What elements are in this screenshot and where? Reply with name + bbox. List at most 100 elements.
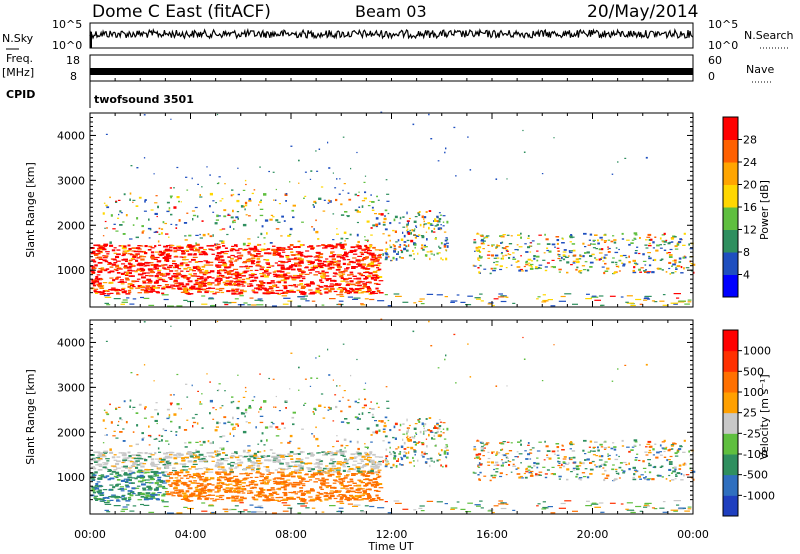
velocity-echo-cell (181, 459, 186, 462)
velocity-echo-cell (174, 477, 179, 479)
power-echo-cell (94, 254, 98, 256)
velocity-echo-cell (135, 460, 140, 462)
velocity-echo-cell (150, 471, 155, 473)
velocity-echo-cell (144, 406, 147, 408)
power-echo-cell (307, 263, 312, 265)
velocity-echo-cell (319, 460, 323, 463)
power-echo-cell (161, 232, 163, 235)
velocity-echo-cell (142, 487, 147, 489)
velocity-echo-cell (156, 498, 160, 501)
velocity-echo-cell (296, 483, 301, 486)
power-echo-cell (592, 254, 595, 256)
power-echo-cell (115, 277, 119, 279)
velocity-echo-cell (218, 389, 220, 391)
power-echo-cell (174, 276, 178, 279)
power-echo-cell (479, 293, 483, 295)
velocity-echo-cell (406, 456, 409, 459)
power-echo-cell (164, 256, 169, 259)
velocity-echo-cell (121, 495, 125, 498)
velocity-echo-cell (500, 443, 504, 445)
velocity-echo-cell (370, 499, 375, 502)
power-echo-cell (308, 269, 312, 271)
freq-bottom-tick: 8 (70, 70, 77, 83)
velocity-echo-cell (527, 444, 530, 446)
power-echo-cell (289, 265, 294, 268)
velocity-echo-cell (633, 473, 636, 476)
colorbar-tick-label: 24 (743, 156, 757, 169)
nsearch-top-tick: 10^5 (708, 18, 738, 31)
power-echo-cell (275, 292, 280, 294)
velocity-echo-cell (301, 498, 306, 500)
power-echo-cell (180, 270, 184, 272)
power-echo-cell (674, 261, 677, 264)
velocity-echo-cell (403, 454, 407, 458)
velocity-echo-cell (241, 485, 246, 487)
power-echo-cell (97, 251, 103, 253)
velocity-echo-cell (262, 479, 267, 481)
power-echo-cell (384, 258, 388, 261)
velocity-echo-cell (517, 467, 520, 470)
velocity-echo-cell (332, 420, 335, 422)
power-echo-cell (478, 249, 480, 251)
velocity-echo-cell (387, 419, 390, 422)
velocity-echo-cell (297, 447, 301, 450)
power-echo-cell (318, 285, 323, 288)
velocity-echo-cell (603, 463, 606, 466)
velocity-echo-cell (310, 455, 314, 457)
power-echo-cell (666, 252, 669, 255)
velocity-echo-cell (370, 434, 373, 436)
velocity-echo-cell (170, 420, 173, 423)
velocity-echo-cell (632, 478, 637, 481)
power-echo-cell (569, 235, 571, 238)
velocity-echo-cell (131, 471, 135, 474)
velocity-echo-cell (317, 452, 321, 454)
velocity-echo-cell (137, 480, 142, 483)
power-echo-cell (218, 261, 223, 263)
velocity-echo-cell (561, 445, 564, 447)
velocity-echo-cell (679, 445, 683, 448)
velocity-echo-cell (172, 467, 176, 470)
power-echo-cell (191, 258, 196, 261)
velocity-echo-cell (191, 452, 196, 454)
velocity-echo-cell (322, 454, 327, 456)
velocity-echo-cell (304, 402, 307, 404)
velocity-echo-cell (370, 401, 372, 403)
velocity-echo-cell (122, 428, 125, 430)
velocity-echo-cell (376, 474, 380, 476)
power-echo-cell (308, 293, 315, 295)
power-echo-cell (501, 241, 504, 244)
power-echo-cell (361, 266, 365, 269)
velocity-echo-cell (212, 500, 217, 502)
velocity-echo-cell (223, 476, 228, 478)
power-echo-cell (385, 252, 388, 256)
velocity-echo-cell (202, 440, 206, 444)
power-echo-cell (315, 230, 319, 234)
velocity-echo-cell (184, 466, 189, 468)
velocity-echo-cell (536, 457, 539, 459)
power-echo-cell (204, 269, 209, 272)
power-echo-cell (158, 250, 162, 253)
power-echo-cell (126, 297, 130, 299)
velocity-echo-cell (491, 461, 494, 464)
velocity-echo-cell (259, 421, 264, 424)
power-echo-cell (366, 275, 372, 277)
power-echo-cell (445, 249, 448, 251)
power-echo-cell (352, 290, 357, 292)
velocity-echo-cell (127, 460, 133, 462)
velocity-echo-cell (237, 400, 240, 403)
power-echo-cell (634, 264, 638, 266)
velocity-echo-cell (406, 427, 410, 429)
velocity-echo-cell (235, 495, 240, 497)
power-echo-cell (283, 278, 287, 281)
power-echo-cell (266, 274, 270, 276)
power-echo-cell (316, 170, 319, 172)
velocity-echo-cell (232, 489, 237, 492)
velocity-echo-cell (371, 416, 375, 418)
velocity-echo-cell (216, 421, 219, 425)
velocity-echo-cell (437, 427, 441, 430)
velocity-echo-cell (345, 488, 349, 490)
power-echo-cell (512, 258, 517, 260)
power-echo-cell (648, 264, 652, 267)
velocity-echo-cell (356, 452, 362, 455)
power-echo-cell (129, 287, 134, 290)
